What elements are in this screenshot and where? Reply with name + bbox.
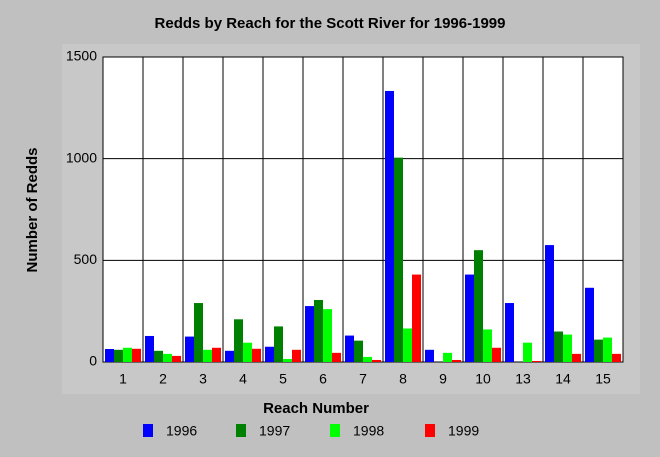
bar	[532, 360, 541, 362]
bar	[145, 335, 154, 362]
x-tick-label: 13	[515, 371, 531, 387]
bar	[483, 329, 492, 362]
bar	[154, 350, 163, 362]
bar	[185, 336, 194, 362]
x-tick-label: 6	[319, 371, 327, 387]
x-tick-label: 8	[399, 371, 407, 387]
bar	[163, 353, 172, 362]
bar	[345, 335, 354, 362]
bar	[505, 303, 514, 362]
bar	[172, 355, 181, 362]
bar	[203, 349, 212, 362]
x-tick-label: 2	[159, 371, 167, 387]
bar	[252, 348, 261, 362]
bar	[114, 349, 123, 362]
bar	[354, 340, 363, 362]
bar	[452, 359, 461, 362]
bar	[234, 319, 243, 362]
legend-label: 1996	[166, 423, 197, 439]
bar	[105, 348, 114, 362]
bar	[545, 245, 554, 362]
plot-area	[102, 56, 624, 363]
bar	[132, 348, 141, 362]
legend-label: 1997	[259, 423, 290, 439]
bar	[314, 299, 323, 362]
bar	[443, 352, 452, 362]
bar	[594, 339, 603, 362]
bar	[572, 353, 581, 362]
bar	[474, 250, 483, 362]
y-tick-label: 0	[89, 353, 97, 369]
bar	[492, 347, 501, 362]
bar	[194, 303, 203, 362]
bar	[412, 274, 421, 362]
legend-label: 1998	[353, 423, 384, 439]
bar	[554, 331, 563, 362]
x-axis-label: Reach Number	[263, 400, 369, 417]
bar	[265, 346, 274, 362]
bar	[274, 326, 283, 362]
y-tick-label: 1000	[66, 149, 97, 165]
y-tick-label: 500	[74, 251, 98, 267]
y-axis-label: Number of Redds	[24, 147, 41, 272]
bar	[123, 347, 132, 362]
bar	[465, 274, 474, 362]
y-tick-label: 1500	[66, 48, 97, 64]
x-tick-label: 7	[359, 371, 367, 387]
bar	[385, 90, 394, 362]
bar	[283, 358, 292, 362]
legend-swatch	[143, 424, 153, 437]
x-tick-label: 15	[595, 371, 611, 387]
legend-swatch	[236, 424, 246, 437]
bar	[372, 359, 381, 362]
bar	[292, 349, 301, 362]
x-tick-label: 3	[199, 371, 207, 387]
bar	[603, 337, 612, 362]
x-tick-label: 5	[279, 371, 287, 387]
bar	[305, 306, 314, 362]
chart-title: Redds by Reach for the Scott River for 1…	[155, 15, 506, 32]
x-tick-label: 10	[475, 371, 491, 387]
bar	[523, 342, 532, 362]
bar	[612, 353, 621, 362]
legend-swatch	[330, 424, 340, 437]
bar	[394, 157, 403, 362]
bar	[563, 334, 572, 362]
bar	[243, 342, 252, 362]
bar	[585, 287, 594, 362]
legend-swatch	[425, 424, 435, 437]
bar	[225, 350, 234, 362]
bar	[212, 347, 221, 362]
x-tick-label: 14	[555, 371, 571, 387]
bar	[323, 309, 332, 362]
bar	[425, 349, 434, 362]
x-tick-label: 9	[439, 371, 447, 387]
x-tick-label: 1	[119, 371, 127, 387]
x-tick-label: 4	[239, 371, 247, 387]
bar	[363, 356, 372, 362]
bar	[403, 328, 412, 362]
legend-label: 1999	[448, 423, 479, 439]
bar	[332, 352, 341, 362]
